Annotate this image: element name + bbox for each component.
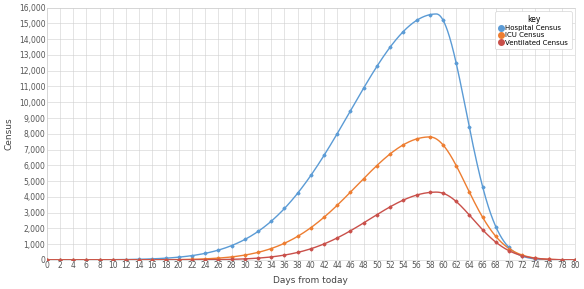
Y-axis label: Census: Census — [4, 117, 13, 150]
Legend: Hospital Census, ICU Census, Ventilated Census: Hospital Census, ICU Census, Ventilated … — [495, 11, 572, 49]
X-axis label: Days from today: Days from today — [273, 276, 348, 285]
